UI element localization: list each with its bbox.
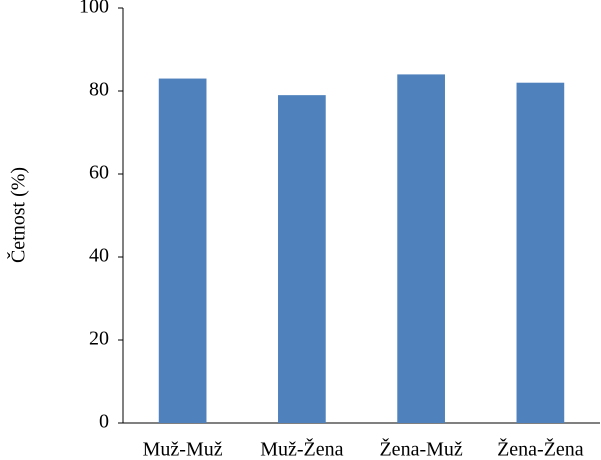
y-tick-label: 80	[89, 79, 109, 101]
y-tick-label: 0	[99, 411, 109, 433]
y-tick-label: 40	[89, 245, 109, 267]
x-tick-label: Muž-Muž	[143, 439, 223, 460]
y-tick-label: 20	[89, 328, 109, 350]
bar	[278, 95, 326, 424]
y-tick-label: 60	[89, 162, 109, 184]
x-tick-label: Žena-Muž	[379, 438, 462, 460]
bar	[397, 74, 445, 424]
bar	[158, 78, 207, 424]
y-axis-label: Četnost (%)	[6, 167, 30, 263]
x-tick-label: Žena-Žena	[497, 438, 584, 460]
x-tick-label: Muž-Žena	[260, 438, 343, 460]
bar	[516, 82, 565, 423]
y-tick-label: 100	[79, 0, 109, 18]
